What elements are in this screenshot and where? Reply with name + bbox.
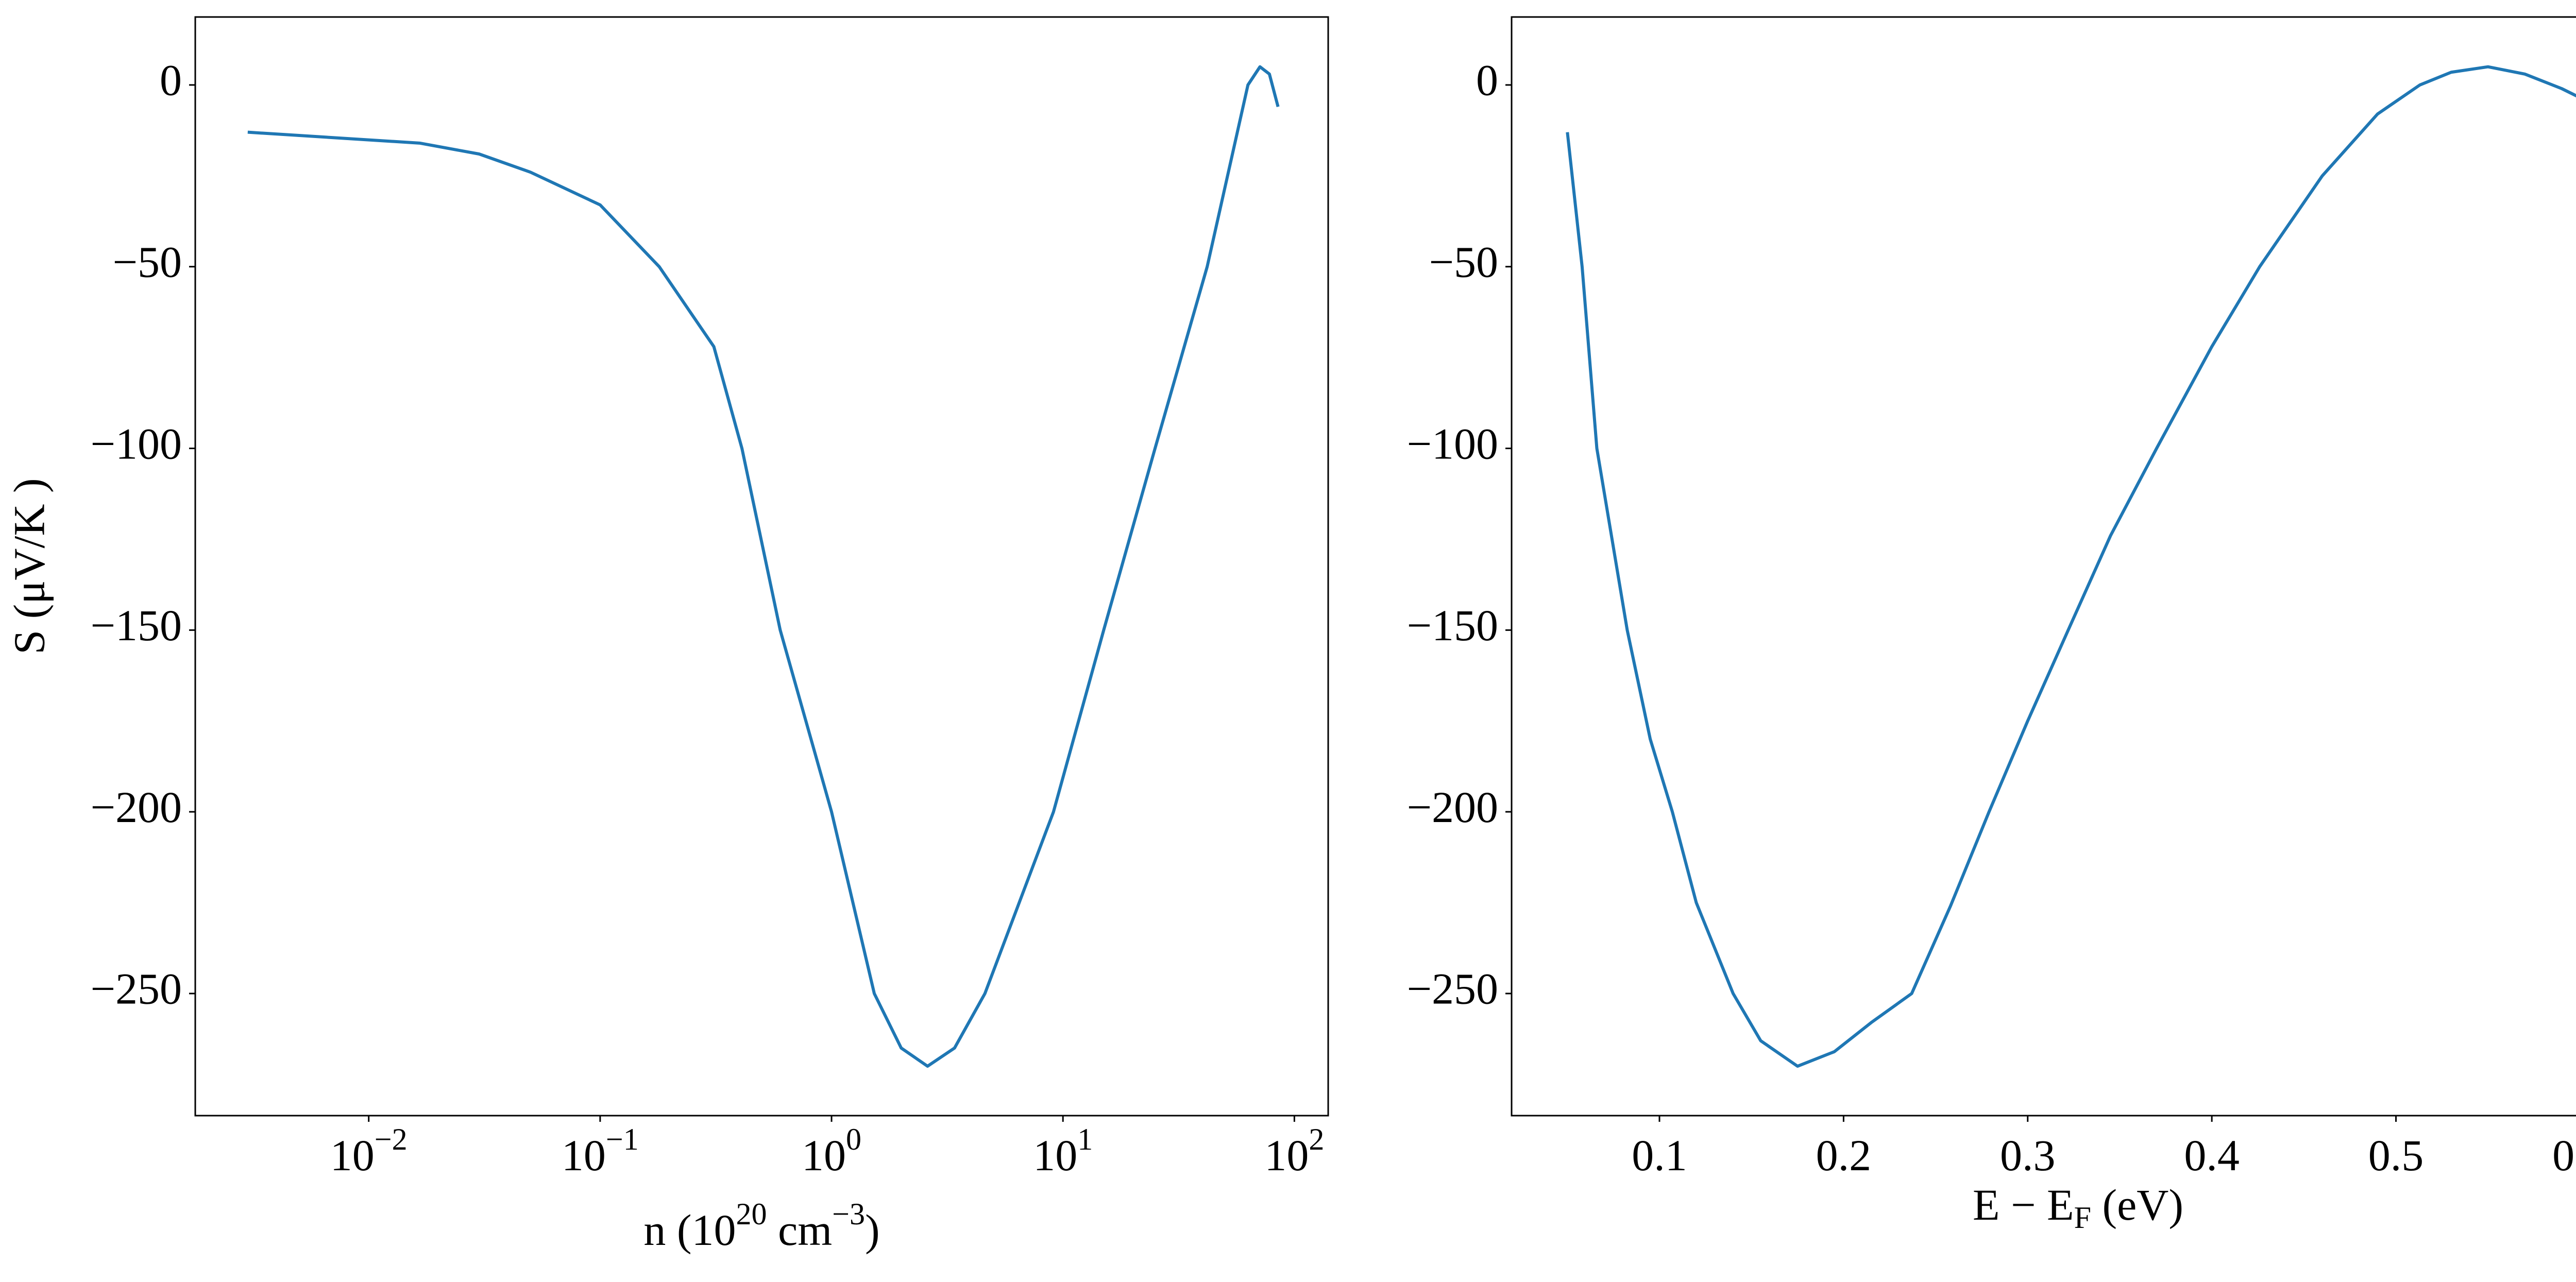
y-tick-label: −200 <box>90 782 182 832</box>
x-tick-label: 0.2 <box>1816 1131 1872 1180</box>
x-tick-label: 0.6 <box>2552 1131 2576 1180</box>
x-tick-label: 100 <box>802 1122 861 1180</box>
x-tick-label: 0.4 <box>2184 1131 2240 1180</box>
x-tick-label: 0.5 <box>2368 1131 2424 1180</box>
y-tick-label: −150 <box>90 601 182 650</box>
x-tick-label: 10−1 <box>562 1122 639 1180</box>
x-tick-label: 10−2 <box>330 1122 408 1180</box>
axes-frame <box>194 16 1329 1117</box>
x-axis-label: n (1020 cm−3) <box>643 1197 879 1255</box>
y-tick-label: −100 <box>90 419 182 468</box>
y-tick-label: −200 <box>1406 782 1498 832</box>
x-tick-label: 101 <box>1033 1122 1093 1180</box>
x-tick-label: 102 <box>1264 1122 1324 1180</box>
y-tick-label: −250 <box>1406 964 1498 1014</box>
axes-frame <box>1511 16 2576 1117</box>
y-tick-label: 0 <box>1476 56 1498 105</box>
x-tick-label: 0.1 <box>1632 1131 1687 1180</box>
y-axis-label: S (μV/K ) <box>5 478 54 654</box>
subplot: −250 −200 −150 −100 −50 0 0.1 0.2 0.3 0.4 0.5 0.6 E … <box>1406 16 2576 1235</box>
x-tick-label: 0.3 <box>2000 1131 2056 1180</box>
y-tick-label: −150 <box>1406 601 1498 650</box>
data-line <box>247 65 1280 1068</box>
y-tick-label: −250 <box>90 964 182 1014</box>
y-tick-label: −50 <box>1429 237 1498 286</box>
y-tick-label: 0 <box>160 56 182 105</box>
y-tick-label: −50 <box>112 237 182 286</box>
subplot: −250 −200 −150 −100 −50 0 10−2 10−1 100 101 102 n (… <box>5 16 1329 1255</box>
x-axis-label: E − EF (eV) <box>1973 1180 2183 1235</box>
y-tick-label: −100 <box>1406 419 1498 468</box>
data-line <box>1566 65 2576 1068</box>
